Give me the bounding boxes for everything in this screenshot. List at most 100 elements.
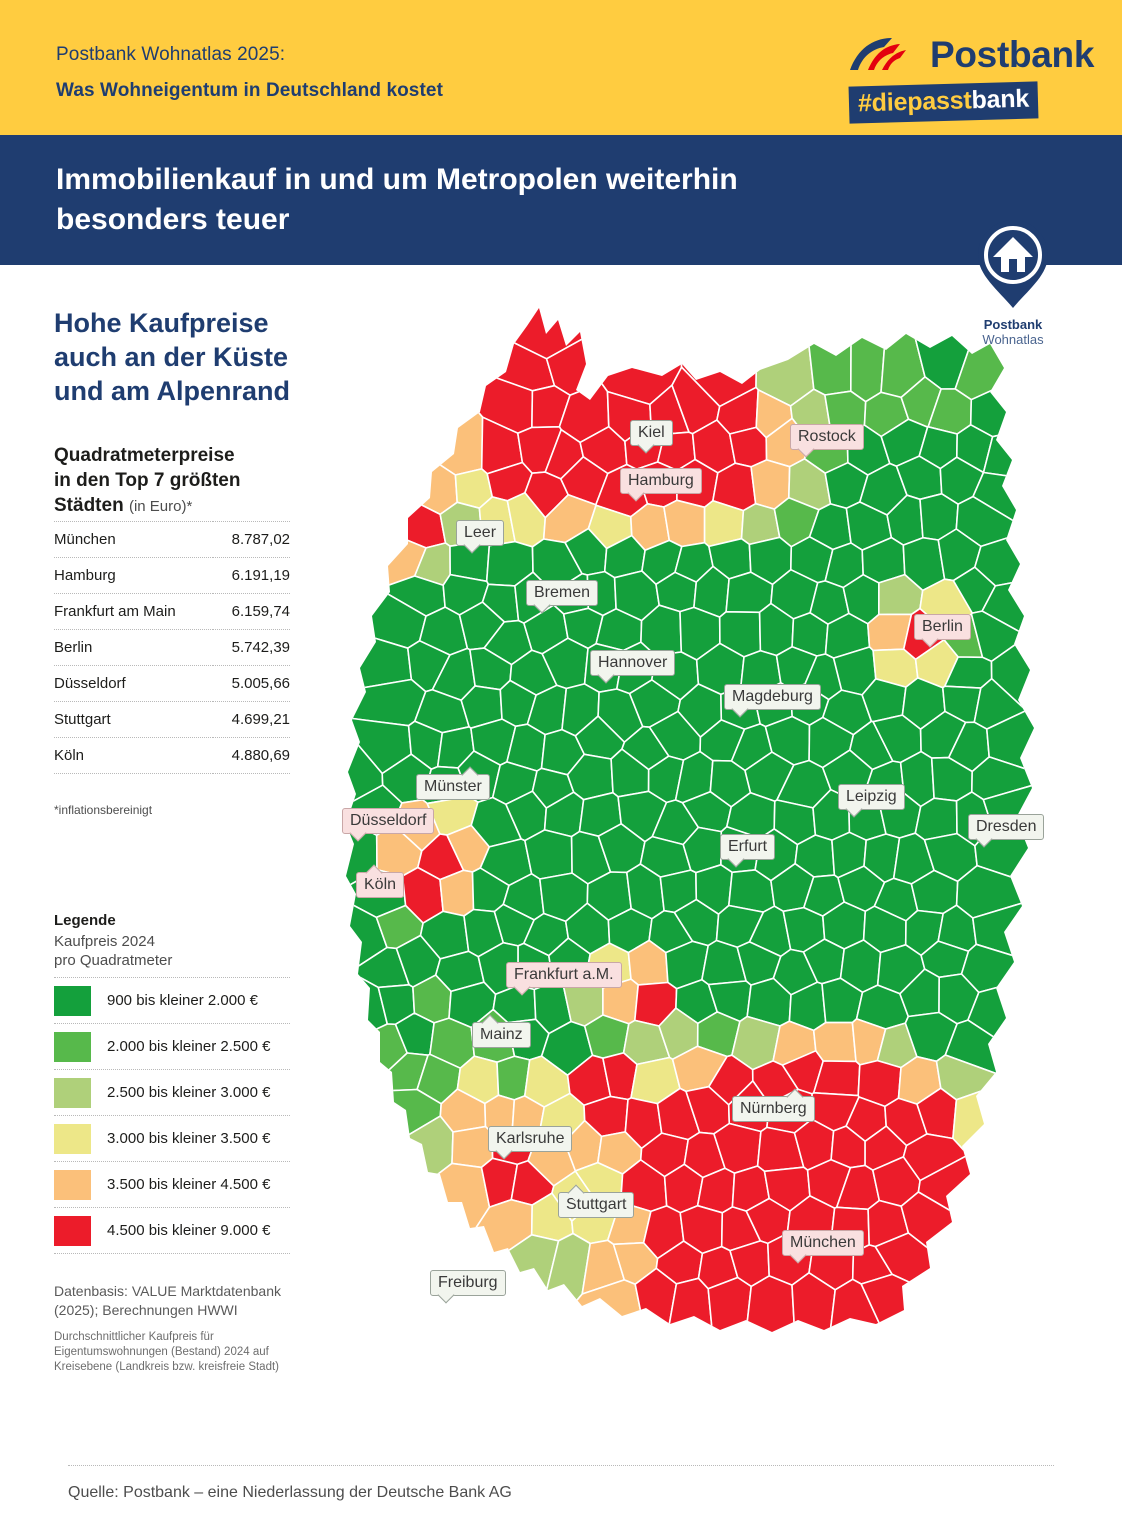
legend-subtitle: Kaufpreis 2024 pro Quadratmeter	[54, 932, 294, 970]
pin-label-wohnatlas: Wohnatlas	[982, 332, 1044, 347]
claim-bank: bank	[971, 84, 1030, 115]
map-city-label-rostock: Rostock	[790, 424, 864, 458]
map-city-label-text: Hamburg	[628, 472, 694, 489]
legend-sub-l2: pro Quadratmeter	[54, 952, 173, 969]
price-table-value: 4.880,69	[213, 737, 290, 774]
legend-item-label: 3.500 bis kleiner 4.500 €	[107, 1176, 271, 1193]
legend-source-note: Datenbasis: VALUE Marktdatenbank (2025);…	[54, 1283, 281, 1318]
map-city-label-text: Freiburg	[438, 1274, 498, 1291]
legend-item-label: 2.000 bis kleiner 2.500 €	[107, 1038, 271, 1055]
table-row: München 8.787,02	[54, 521, 290, 558]
claim-die: die	[871, 88, 908, 118]
map-district	[439, 869, 475, 917]
table-row: Berlin 5.742,39	[54, 629, 290, 666]
map-district	[346, 1023, 408, 1134]
wohnatlas-pin-badge: Postbank Wohnatlas	[965, 218, 1061, 348]
price-table-value: 6.159,74	[213, 593, 290, 630]
price-table-title-l2: in den Top 7 größten	[54, 470, 241, 491]
map-city-label-text: Bremen	[534, 584, 591, 601]
legend-title: Legende	[54, 912, 116, 929]
map-district	[900, 1191, 1034, 1332]
map-city-label-text: Leipzig	[846, 788, 897, 805]
map-city-label-text: Magdeburg	[732, 688, 813, 705]
legend-color-swatch	[54, 985, 91, 1016]
legend-color-swatch	[54, 1031, 91, 1062]
map-city-label-frankfurt-a-m: Frankfurt a.M.	[506, 962, 622, 996]
map-district	[960, 943, 1034, 994]
table-row: Hamburg 6.191,19	[54, 557, 290, 594]
map-city-label-magdeburg: Magdeburg	[724, 684, 821, 718]
price-table-city: Berlin	[54, 629, 214, 666]
price-table-title-unit: (in Euro)*	[128, 498, 193, 515]
legend-list: 900 bis kleiner 2.000 € 2.000 bis kleiner…	[54, 977, 290, 1254]
legend-item: 2.000 bis kleiner 2.500 €	[54, 1023, 290, 1069]
map-city-label-text: Hannover	[598, 654, 668, 671]
map-district	[874, 1232, 1034, 1332]
map-city-label-text: Köln	[364, 876, 397, 893]
map-district	[346, 1088, 442, 1230]
legend-color-swatch	[54, 1077, 91, 1108]
table-row: Frankfurt am Main 6.159,74	[54, 593, 290, 630]
map-city-label-dresden: Dresden	[968, 814, 1045, 848]
legend-item: 2.500 bis kleiner 3.000 €	[54, 1069, 290, 1115]
map-city-label-karlsruhe: Karlsruhe	[488, 1126, 573, 1160]
legend-item-label: 900 bis kleiner 2.000 €	[107, 992, 258, 1009]
map-district	[346, 308, 484, 476]
price-table-city: Stuttgart	[54, 701, 214, 738]
price-table-city: München	[54, 521, 214, 558]
map-district	[346, 678, 427, 727]
legend-sub-l1: Kaufpreis 2024	[54, 933, 155, 950]
map-district	[880, 308, 926, 399]
pin-label-postbank: Postbank	[983, 317, 1043, 332]
legend-item: 4.500 bis kleiner 9.000 €	[54, 1207, 290, 1254]
legend-color-swatch	[54, 1123, 91, 1154]
price-table-title-l1: Quadratmeterpreise	[54, 445, 235, 466]
map-city-label-text: Nürnberg	[740, 1100, 807, 1117]
table-row: Düsseldorf 5.005,66	[54, 665, 290, 702]
map-city-label-text: Karlsruhe	[496, 1130, 565, 1147]
price-table: München 8.787,02 Hamburg 6.191,19 Frankfurt …	[54, 521, 290, 774]
map-city-label-n-rnberg: Nürnberg	[732, 1088, 815, 1122]
price-table-footnote: *inflationsbereinigt	[54, 803, 153, 817]
price-table-value: 6.191,19	[213, 557, 290, 594]
map-city-label-text: Erfurt	[728, 838, 768, 855]
price-table-city: Hamburg	[54, 557, 214, 594]
map-district	[346, 308, 556, 392]
price-table-city: Frankfurt am Main	[54, 593, 214, 630]
map-city-label-freiburg: Freiburg	[430, 1270, 506, 1304]
price-table-title-l3: Städten	[54, 495, 124, 516]
claim-hash: #	[857, 89, 873, 118]
legend-item: 3.000 bis kleiner 3.500 €	[54, 1115, 290, 1161]
map-district	[346, 970, 389, 1090]
map-district	[663, 499, 706, 548]
map-district	[755, 308, 815, 407]
price-table-city: Köln	[54, 737, 214, 774]
map-city-label-kiel: Kiel	[630, 420, 673, 454]
map-city-label-mainz: Mainz	[472, 1014, 531, 1048]
map-district	[634, 1267, 678, 1332]
map-city-label-text: Kiel	[638, 424, 665, 441]
map-city-label-leer: Leer	[456, 520, 505, 554]
legend-item-label: 4.500 bis kleiner 9.000 €	[107, 1222, 271, 1239]
map-city-label-text: Rostock	[798, 428, 856, 445]
price-table-title: Quadratmeterpreise in den Top 7 größten …	[54, 443, 314, 519]
header-kicker-line1: Postbank Wohnatlas 2025:	[56, 44, 286, 65]
map-city-label-leipzig: Leipzig	[838, 784, 905, 818]
map-district	[954, 308, 1034, 401]
map-district	[917, 1154, 1034, 1323]
footer-divider	[68, 1465, 1054, 1466]
map-city-label-m-nchen: München	[782, 1230, 864, 1264]
map-city-label-text: Frankfurt a.M.	[514, 966, 614, 983]
table-row: Stuttgart 4.699,21	[54, 701, 290, 738]
map-city-label-stuttgart: Stuttgart	[558, 1184, 635, 1218]
map-district	[476, 1279, 660, 1332]
price-table-value: 8.787,02	[213, 521, 290, 558]
legend-color-swatch	[54, 1215, 91, 1246]
map-district	[860, 1273, 1034, 1332]
map-city-label-d-sseldorf: Düsseldorf	[342, 808, 435, 842]
price-table-value: 5.742,39	[213, 629, 290, 666]
map-district	[791, 1272, 836, 1332]
header-kicker-line2: Was Wohneigentum in Deutschland kostet	[56, 80, 444, 101]
left-sub-headline: Hohe Kaufpreise auch an der Küste und am…	[54, 308, 291, 406]
map-district	[346, 338, 458, 516]
